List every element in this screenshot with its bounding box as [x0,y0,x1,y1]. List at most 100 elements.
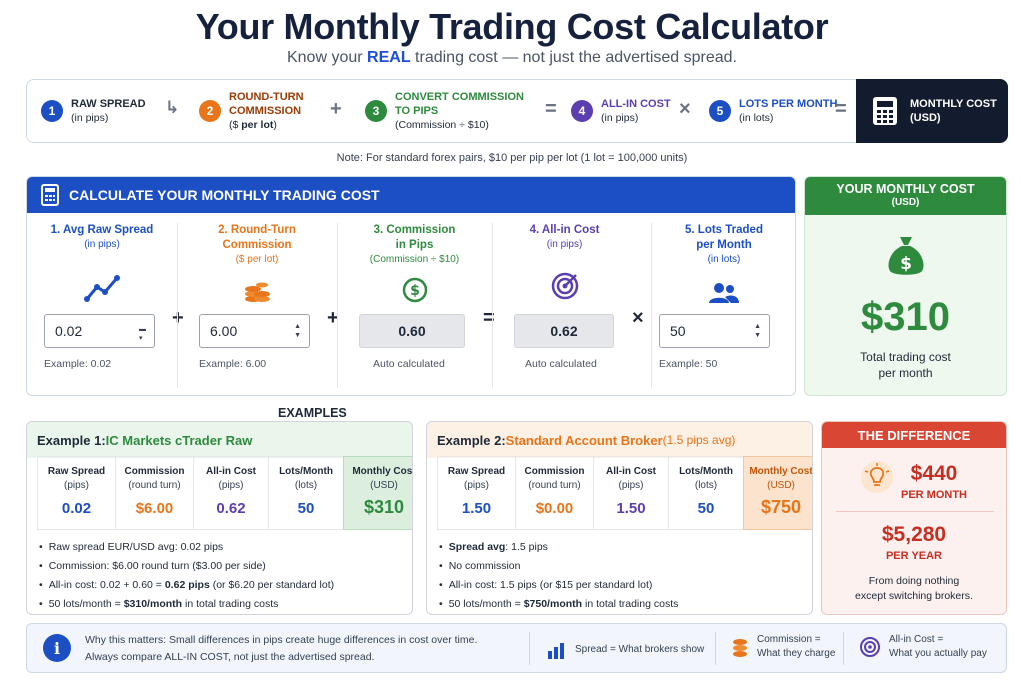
commission-pips-output: 0.60 [359,314,465,348]
list-item: Raw spread EUR/USD avg: 0.02 pips [39,538,334,557]
monthly-cost-header: YOUR MONTHLY COST (USD) [805,177,1006,215]
table-cell-monthly: Monthly Cost (USD) $310 [343,456,412,530]
formula-strip: 1 RAW SPREAD (in pips) ↳ 2 ROUND-TURN COMM… [26,79,1008,143]
example-2-table: Raw Spread (pips) 1.50 Commission (round tu… [437,456,812,530]
difference-year-label: PER YEAR [885,550,943,562]
legend-commission: Commission = What they charge [731,633,835,661]
commission-input[interactable]: 6.00 ▲ ▼ [199,314,310,348]
spread-column: 1. Avg Raw Spread (in pips) [27,213,177,395]
lots-column: 5. Lots Traded per Month (in lots) [651,213,795,395]
table-cell: All-in Cost (pips) 1.50 [593,456,669,530]
info-icon: i [43,634,71,662]
step-number-badge: 2 [199,100,221,122]
example-1-table: Raw Spread (pips) 0.02 Commission (round tu… [37,456,412,530]
all-in-output: 0.62 [514,314,614,348]
table-cell: Lots/Month (lots) 50 [268,456,344,530]
svg-text:$: $ [900,254,912,274]
list-item: All-in cost: 1.5 pips (or $15 per standa… [439,576,678,595]
formula-step-raw-spread: 1 RAW SPREAD (in pips) [41,80,146,142]
dollar-circle-icon: $ [402,277,427,303]
spinner-icon[interactable]: ▲ ▼ [294,323,301,339]
monthly-cost-value: $310 [861,295,950,339]
step-number-badge: 4 [571,100,593,122]
calc-op-multiply: × [632,307,644,329]
list-item: All-in cost: 0.02 + 0.60 = 0.62 pips (or… [39,576,334,595]
table-cell: Raw Spread (pips) 0.02 [37,456,116,530]
example-2-header: Example 2: Standard Account Broker (1.5 … [427,422,812,458]
step-number-badge: 1 [41,100,63,122]
spread-example: Example: 0.02 [44,358,112,370]
list-item: Commission: $6.00 round turn ($3.00 per … [39,557,334,576]
table-cell: Lots/Month (lots) 50 [668,456,744,530]
step-number-badge: 3 [365,100,387,122]
page-title: Your Monthly Trading Cost Calculator [195,6,829,47]
coins-icon [733,639,747,657]
legend-spread: Spread = What brokers show [547,641,704,659]
formula-step-all-in: 4 ALL-IN COST (in pips) [571,80,671,142]
svg-text:$: $ [410,283,420,299]
commission-column: 2. Round-Turn Commission ($ per lot) [177,213,337,395]
list-item: Spread avg: 1.5 pips [439,538,678,557]
target-icon [860,637,880,657]
list-item: No commission [439,557,678,576]
calculator-icon [41,184,59,206]
coins-icon [245,282,270,302]
difference-year-value: $5,280 [881,523,947,546]
difference-month-label: PER MONTH [901,489,967,501]
formula-step-convert: 3 CONVERT COMMISSION TO PIPS (Commission ÷… [365,80,524,142]
table-cell-monthly: Monthly Cost (USD) $750 [743,456,812,530]
footer-info-bar: i Why this matters: Small differences in… [26,623,1007,673]
examples-label: EXAMPLES [278,406,347,420]
legend-all-in: All-in Cost = What you actually pay [859,633,987,661]
difference-card: THE DIFFERENCE $440 PER MONTH $5,280 PER… [821,421,1007,615]
commission-example: Example: 6.00 [199,358,267,370]
calculator-header: CALCULATE YOUR MONTHLY TRADING COST [27,177,795,213]
formula-step-commission: 2 ROUND-TURN COMMISSION ($ per lot) [199,80,304,142]
commission-pips-column: 3. Commission in Pips (Commission ÷ $10)… [337,213,492,395]
spinner-icon[interactable]: ▲ ▼ [754,323,761,339]
commission-pips-caption: Auto calculated [373,358,445,370]
lightbulb-icon [861,461,893,493]
bar-chart-icon [548,643,564,659]
spread-input[interactable]: 0.02 ▬ ▾ [44,314,155,348]
table-cell: Raw Spread (pips) 1.50 [437,456,516,530]
difference-caption: From doing nothing except switching broke… [855,575,973,602]
example-1-header: Example 1: IC Markets cTrader Raw [27,422,412,458]
formula-op: = [545,98,557,120]
table-cell: All-in Cost (pips) 0.62 [193,456,269,530]
example-2-notes: Spread avg: 1.5 pips No commission All-i… [439,538,679,614]
table-cell: Commission (round turn) $0.00 [515,456,594,530]
lots-input[interactable]: 50 ▲ ▼ [659,314,770,348]
list-item: 50 lots/month = $750/month in total trad… [439,595,679,614]
step-number-badge: 5 [709,100,731,122]
formula-op: = [835,98,847,120]
footer-message: Why this matters: Small differences in p… [85,634,478,663]
target-icon [551,272,578,300]
example-1-card: Example 1: IC Markets cTrader Raw Raw Sp… [26,421,413,615]
spinner-icon[interactable]: ▬ ▾ [139,326,146,342]
all-in-column: 4. All-in Cost (in pips) [492,213,637,395]
example-2-card: Example 2: Standard Account Broker (1.5 … [426,421,813,615]
users-icon [709,283,739,303]
table-cell: Commission (round turn) $6.00 [115,456,194,530]
example-1-notes: Raw spread EUR/USD avg: 0.02 pips Commis… [39,538,334,614]
trend-line-icon [84,275,120,302]
monthly-cost-card: YOUR MONTHLY COST (USD) $ $310 Total trad… [804,176,1007,396]
formula-op: ↳ [165,98,180,117]
monthly-cost-caption: Total trading cost per month [860,350,951,380]
money-bag-icon: $ [888,237,924,275]
pip-value-note: Note: For standard forex pairs, $10 per … [336,152,688,164]
calc-op-equals: = [483,307,495,329]
formula-op: + [330,98,342,120]
page-subtitle: Know your REAL trading cost — not just t… [286,49,737,66]
formula-result-monthly-cost: MONTHLY COST (USD) [856,79,1008,143]
difference-month-value: $440 [910,462,958,485]
difference-header: THE DIFFERENCE [822,422,1006,448]
calculator-icon [873,97,897,125]
all-in-caption: Auto calculated [525,358,597,370]
list-item: 50 lots/month = $310/month in total trad… [39,595,334,614]
formula-step-lots: 5 LOTS PER MONTH (in lots) [709,80,837,142]
calc-op-plus: + [327,307,339,329]
calculator-panel: CALCULATE YOUR MONTHLY TRADING COST 1. A… [26,176,796,396]
lots-example: Example: 50 [659,358,718,370]
